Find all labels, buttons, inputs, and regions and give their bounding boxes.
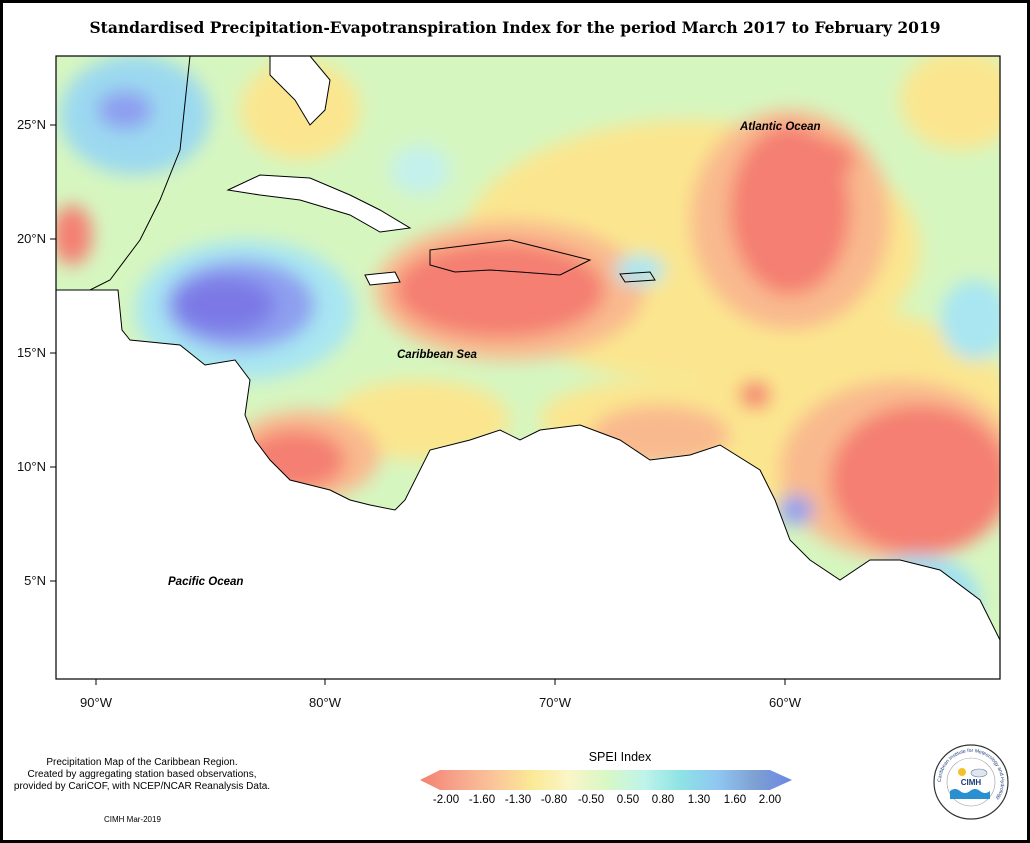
caribbean-sea-label: Caribbean Sea [397,349,477,361]
legend-tick: 1.60 [723,794,747,806]
lat-label: 15°N [17,345,46,360]
cloud-icon [970,768,988,778]
logo-acronym: CIMH [961,778,982,787]
lat-label: 20°N [17,231,46,246]
lon-label: 60°W [769,695,802,710]
colorbar [420,770,792,790]
lon-label: 80°W [309,695,342,710]
lat-label: 5°N [24,573,46,588]
legend-tick: -1.60 [468,794,496,806]
legend-ticks: -2.00 -1.60 -1.30 -0.80 -0.50 0.50 0.80 … [420,794,800,810]
lon-label: 70°W [539,695,572,710]
legend-tick: -2.00 [432,794,460,806]
credit-text: CIMH Mar-2019 [104,815,161,824]
map-title: Standardised Precipitation-Evapotranspir… [89,18,941,37]
lat-label: 10°N [17,459,46,474]
legend-tick: 0.50 [616,794,640,806]
legend-tick: 2.00 [758,794,782,806]
axis-ticks [50,124,786,685]
spei-field [56,56,1000,679]
longitude-labels: 90°W 80°W 70°W 60°W [80,695,802,710]
note-line: Precipitation Map of the Caribbean Regio… [46,757,238,768]
latitude-labels: 25°N 20°N 15°N 10°N 5°N [17,117,46,588]
map-border [55,55,1001,680]
legend-title: SPEI Index [588,750,652,764]
legend-tick: 1.30 [687,794,711,806]
land-masses [56,56,1000,679]
cimh-logo: Caribbean Institute for Meteorology and … [933,744,1009,820]
note-line: Created by aggregating station based obs… [27,769,257,780]
lat-label: 25°N [17,117,46,132]
pacific-ocean-label: Pacific Ocean [168,576,243,588]
legend-tick: -0.50 [577,794,605,806]
atlantic-ocean-label: Atlantic Ocean [739,121,821,133]
lon-label: 90°W [80,695,113,710]
legend-tick: -0.80 [540,794,568,806]
legend-tick: -1.30 [504,794,532,806]
sun-icon [958,768,966,776]
map-description: Precipitation Map of the Caribbean Regio… [8,757,276,793]
waves-icon [950,789,990,799]
legend-tick: 0.80 [651,794,675,806]
note-line: provided by CariCOF, with NCEP/NCAR Rean… [13,781,271,792]
